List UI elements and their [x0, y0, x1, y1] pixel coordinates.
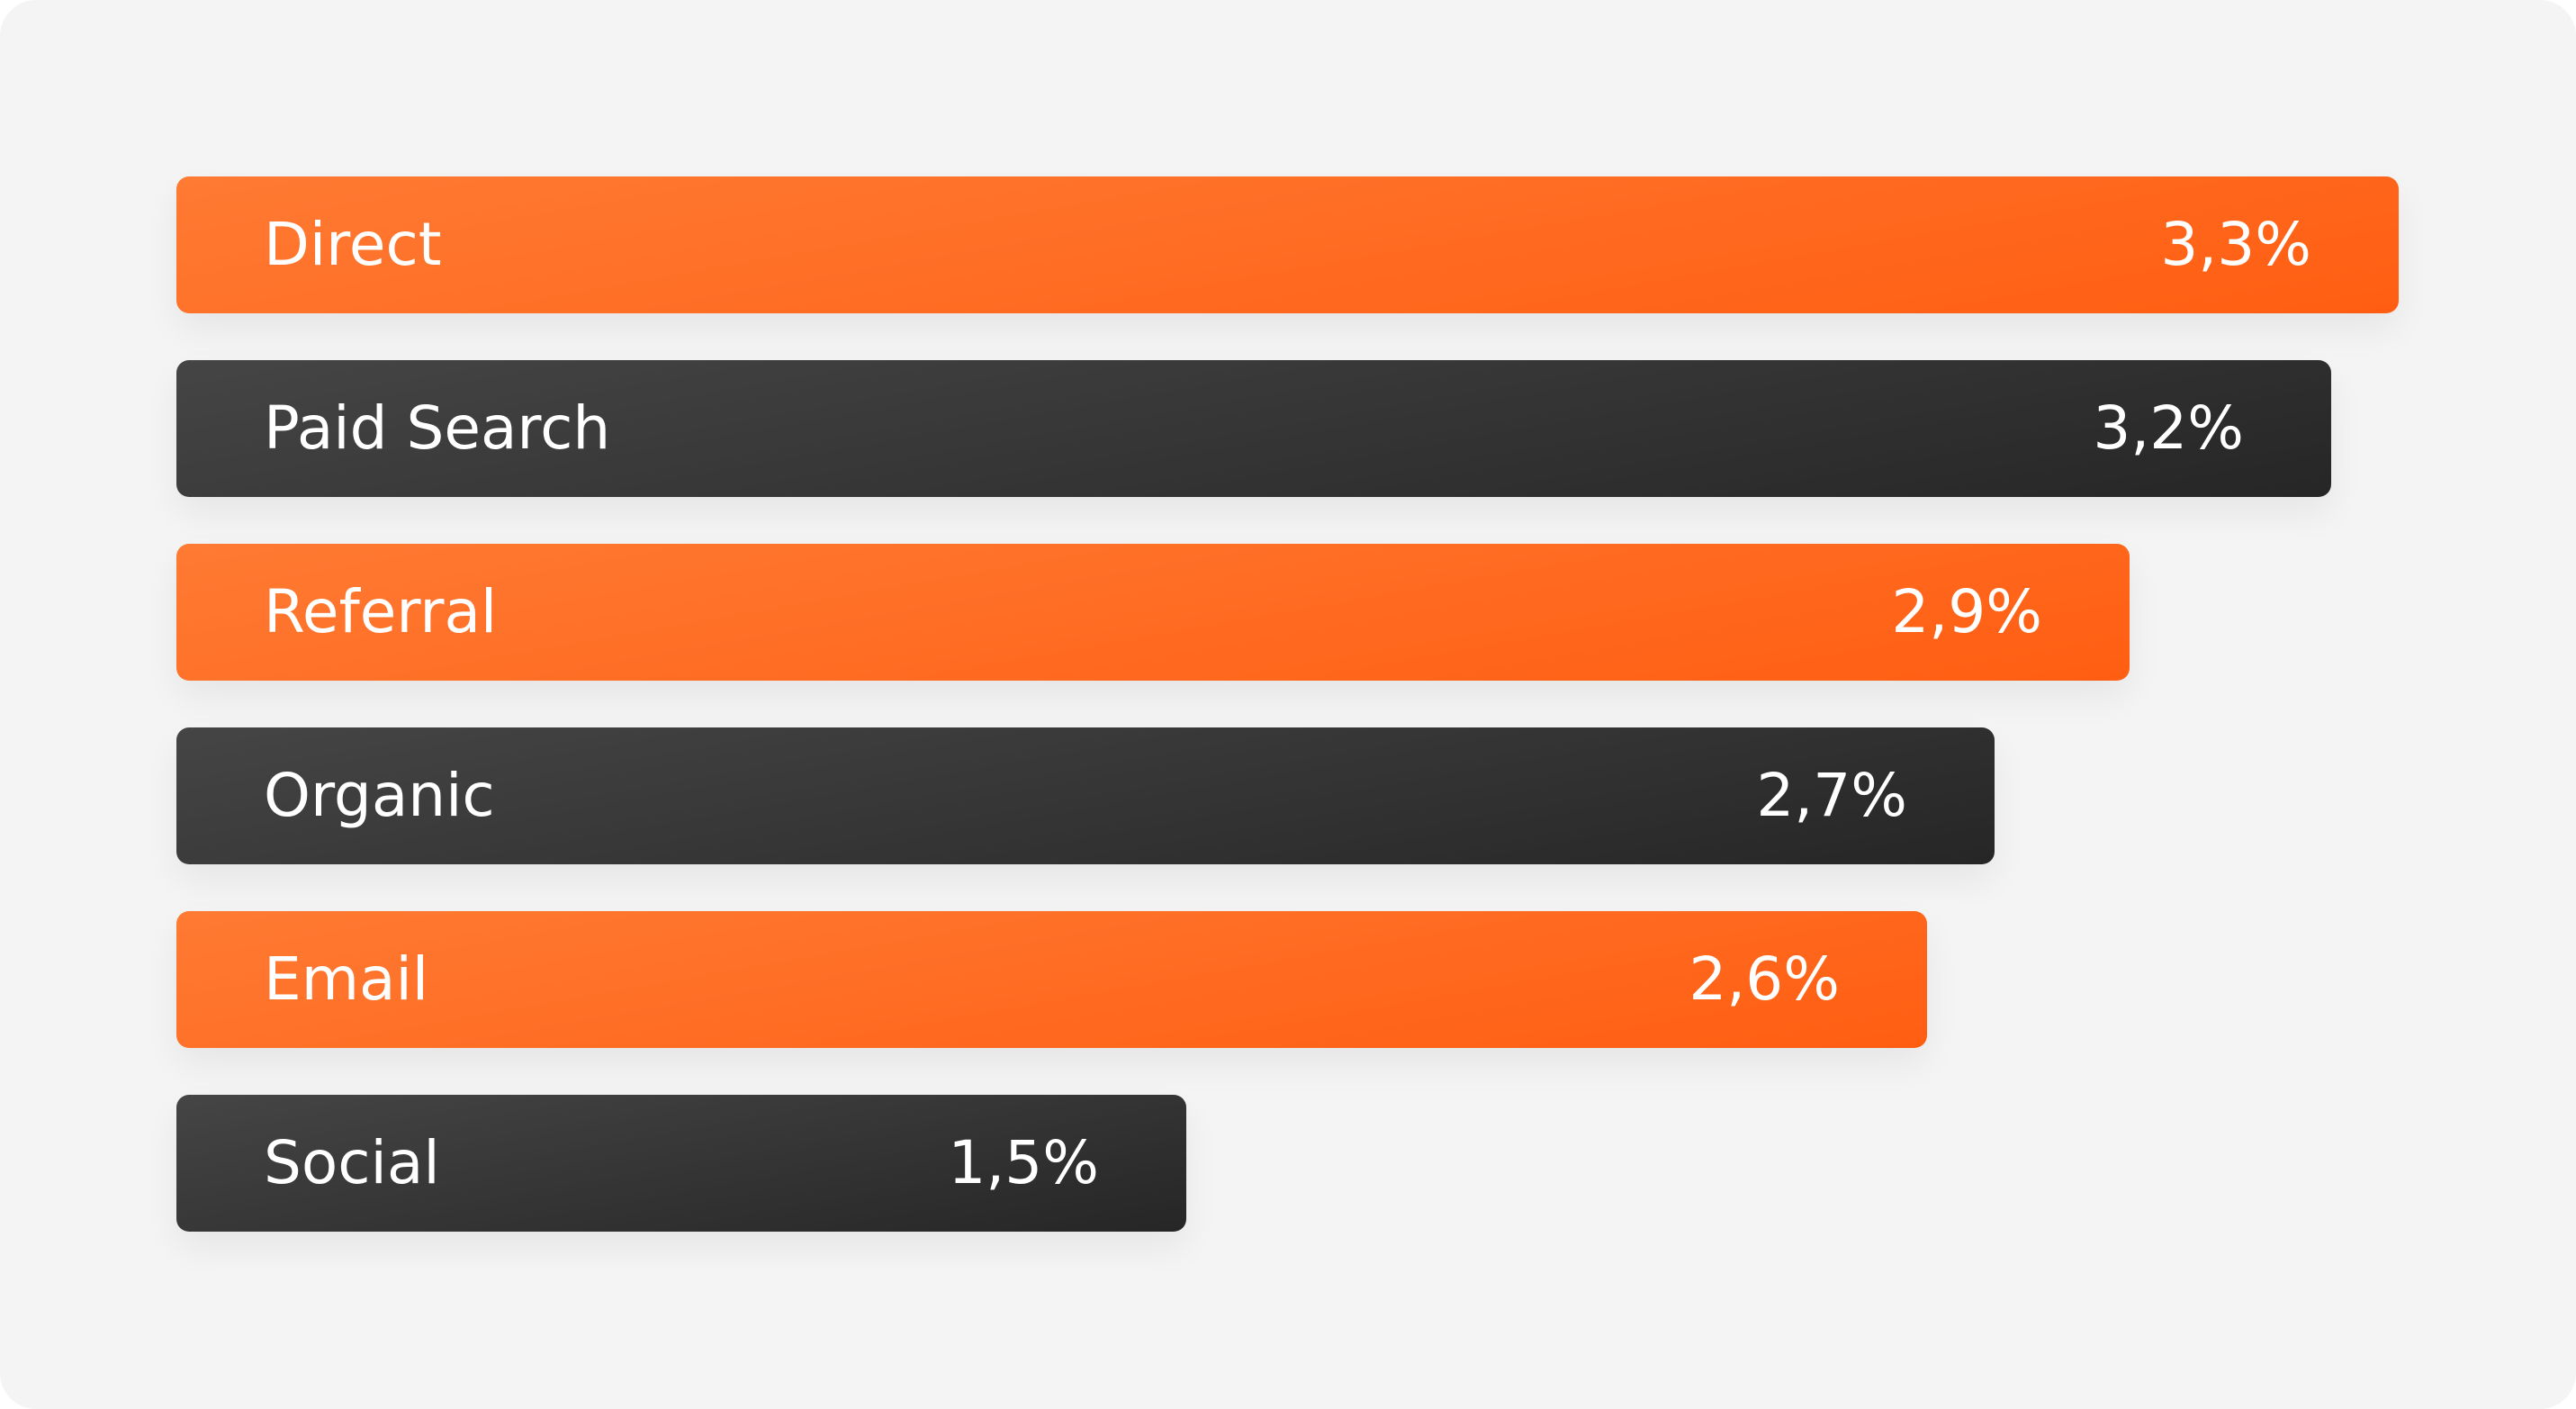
bar-paid-search: Paid Search 3,2% [176, 360, 2331, 497]
bar-direct: Direct 3,3% [176, 176, 2399, 313]
bar-value-label: 1,5% [948, 1128, 1099, 1197]
bar-label: Paid Search [264, 393, 611, 463]
bar-value-label: 3,3% [2160, 210, 2311, 279]
bar-referral: Referral 2,9% [176, 544, 2130, 681]
bar-value-label: 2,7% [1756, 761, 1907, 830]
bar-social: Social 1,5% [176, 1095, 1186, 1232]
bar-value-label: 2,9% [1891, 577, 2042, 646]
bar-label: Organic [264, 761, 495, 830]
bar-organic: Organic 2,7% [176, 727, 1995, 864]
bar-label: Email [264, 944, 429, 1014]
bar-label: Direct [264, 210, 442, 279]
bar-email: Email 2,6% [176, 911, 1927, 1048]
bar-value-label: 2,6% [1689, 944, 1840, 1014]
bar-label: Referral [264, 577, 498, 646]
bar-value-label: 3,2% [2093, 393, 2244, 463]
bar-label: Social [264, 1128, 440, 1197]
